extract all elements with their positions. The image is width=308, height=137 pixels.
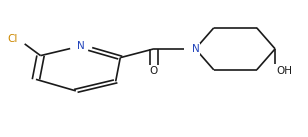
Text: OH: OH (277, 65, 293, 75)
Text: N: N (77, 41, 84, 51)
Text: Cl: Cl (7, 34, 18, 44)
Text: O: O (150, 65, 158, 75)
Text: N: N (192, 44, 199, 54)
